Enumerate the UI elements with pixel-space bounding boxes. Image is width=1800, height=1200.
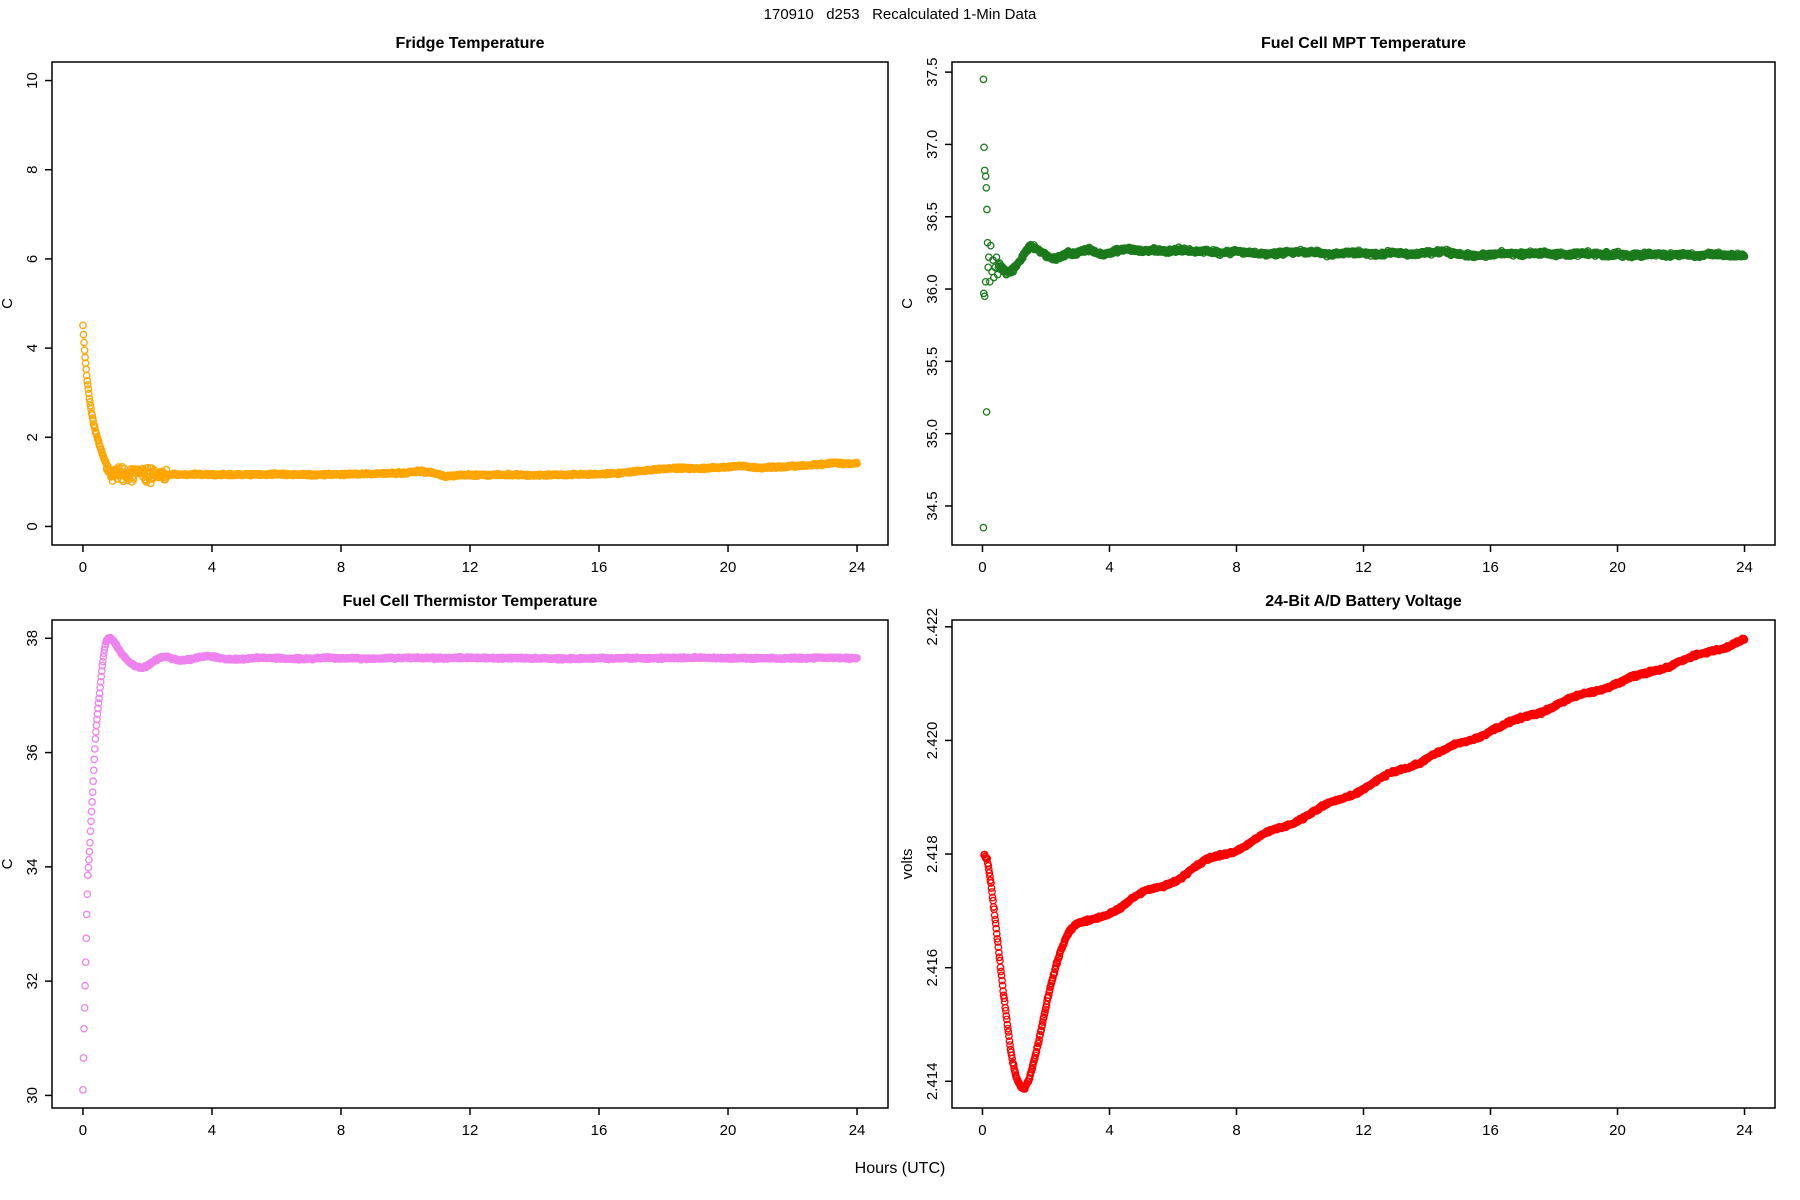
x-tick-label: 12: [462, 1122, 479, 1139]
x-tick-label: 8: [1232, 1122, 1240, 1139]
y-axis-label: C: [0, 298, 16, 309]
x-tick-label: 8: [337, 1122, 345, 1139]
x-tick-label: 16: [591, 1122, 608, 1139]
outlier-point: [993, 270, 1002, 279]
y-tick-label: 0: [24, 522, 41, 530]
x-tick-label: 4: [208, 1122, 216, 1139]
y-tick-label: 37.5: [924, 58, 941, 87]
y-axis-label: volts: [899, 849, 916, 880]
outlier-point: [992, 253, 1001, 262]
x-tick-label: 16: [1482, 559, 1499, 576]
plot-box: [951, 61, 1776, 546]
y-axis-label: C: [0, 858, 16, 869]
outlier-point: [981, 172, 990, 181]
x-tick-label: 12: [1355, 559, 1372, 576]
y-tick-label: 34: [24, 859, 41, 876]
x-tick-label: 24: [849, 559, 866, 576]
outlier-point: [980, 143, 988, 152]
y-tick-label: 35.0: [924, 419, 941, 448]
x-tick-label: 20: [1609, 559, 1626, 576]
y-tick-label: 2.414: [924, 1063, 941, 1101]
panel-title: Fridge Temperature: [395, 35, 544, 52]
outlier-point: [985, 277, 994, 286]
outlier-point: [983, 205, 991, 214]
x-tick-label: 8: [337, 559, 345, 576]
x-tick-label: 0: [79, 1122, 87, 1139]
y-axis-label: C: [899, 298, 916, 309]
x-tick-label: 12: [462, 559, 479, 576]
y-tick-label: 36.0: [924, 274, 941, 303]
x-tick-label: 16: [591, 559, 608, 576]
x-tick-label: 12: [1355, 1122, 1372, 1139]
y-tick-label: 34.5: [924, 491, 941, 520]
y-tick-label: 2.416: [924, 949, 941, 987]
outlier-point: [979, 523, 988, 532]
panel-title: 24-Bit A/D Battery Voltage: [1265, 593, 1462, 610]
y-tick-label: 36.5: [924, 202, 941, 231]
x-tick-label: 8: [1232, 559, 1240, 576]
y-tick-label: 36: [24, 744, 41, 761]
data-points: [79, 321, 861, 488]
plot-box: [51, 619, 889, 1109]
panel-title: Fuel Cell MPT Temperature: [1261, 35, 1466, 52]
y-tick-label: 2.422: [924, 608, 941, 646]
outlier-point: [982, 183, 991, 192]
x-tick-label: 24: [849, 1122, 866, 1139]
y-tick-label: 35.5: [924, 347, 941, 376]
x-tick-label: 4: [1105, 1122, 1113, 1139]
data-points: [979, 75, 1749, 532]
x-tick-label: 24: [1736, 1122, 1753, 1139]
y-tick-label: 30: [24, 1087, 41, 1104]
x-tick-label: 24: [1736, 559, 1753, 576]
outlier-point: [991, 263, 1000, 272]
x-tick-label: 4: [1105, 559, 1113, 576]
shared-x-axis-label: Hours (UTC): [854, 1160, 946, 1177]
x-tick-label: 20: [720, 559, 737, 576]
y-tick-label: 8: [24, 166, 41, 174]
panel-title: Fuel Cell Thermistor Temperature: [343, 593, 598, 610]
y-tick-label: 6: [24, 255, 41, 263]
x-tick-label: 0: [978, 559, 986, 576]
panel-1: Fuel Cell MPT Temperature 0 4 8 12 16 20 24 34.5…: [899, 35, 1776, 576]
x-tick-label: 20: [720, 1122, 737, 1139]
y-tick-label: 4: [24, 344, 41, 352]
figure-title: 170910 d253 Recalculated 1-Min Data: [763, 6, 1037, 23]
x-tick-label: 0: [79, 559, 87, 576]
y-tick-label: 2.420: [924, 722, 941, 760]
x-tick-label: 0: [978, 1122, 986, 1139]
plot-box: [951, 619, 1776, 1109]
panel-3: 24-Bit A/D Battery Voltage 0 4 8 12 16 20 24 2.4…: [899, 593, 1776, 1139]
y-tick-label: 38: [24, 630, 41, 647]
outlier-point: [981, 277, 990, 286]
x-tick-label: 16: [1482, 1122, 1499, 1139]
outlier-point: [980, 292, 989, 301]
x-tick-label: 20: [1609, 1122, 1626, 1139]
y-tick-label: 10: [24, 72, 41, 89]
y-tick-label: 37.0: [924, 130, 941, 159]
data-points: [79, 633, 861, 1094]
y-tick-label: 32: [24, 973, 41, 990]
panel-2: Fuel Cell Thermistor Temperature 0 4 8 12 16 2…: [0, 593, 889, 1139]
y-tick-label: 2: [24, 433, 41, 441]
outlier-point: [986, 241, 995, 250]
x-tick-label: 4: [208, 559, 216, 576]
data-points: [980, 634, 1749, 1093]
outlier-point: [982, 408, 991, 416]
y-tick-label: 2.418: [924, 835, 941, 873]
outlier-point: [979, 75, 988, 84]
